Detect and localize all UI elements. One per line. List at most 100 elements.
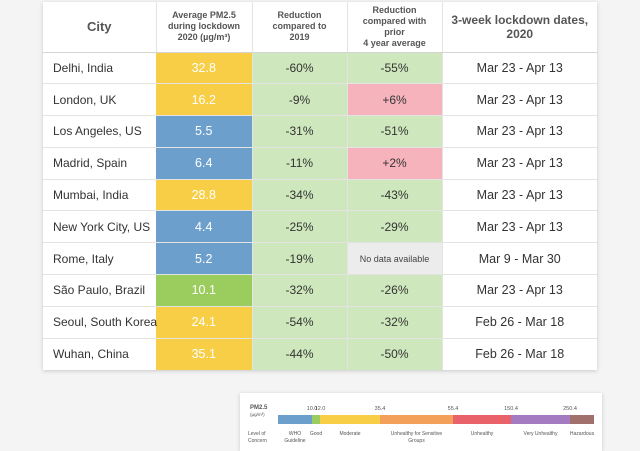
pm25-cell: 35.1 — [156, 338, 252, 370]
lockdown-dates-cell: Mar 23 - Apr 13 — [441, 83, 597, 117]
city-cell: Mumbai, India — [43, 179, 156, 212]
legend-band-label: Good — [310, 431, 322, 437]
legend-threshold-label: 150.4 — [504, 406, 518, 412]
reduction-2019-cell: -31% — [251, 115, 347, 148]
city-cell: São Paulo, Brazil — [43, 274, 156, 307]
lockdown-dates-cell: Mar 23 - Apr 13 — [441, 179, 597, 212]
lockdown-dates-cell: Mar 23 - Apr 13 — [441, 147, 597, 180]
city-cell: Delhi, India — [43, 52, 156, 85]
reduction-2019-cell: -54% — [251, 306, 347, 339]
pm25-cell: 10.1 — [156, 274, 252, 307]
lockdown-dates-cell: Mar 23 - Apr 13 — [441, 210, 597, 244]
table-row: São Paulo, Brazil 10.1 -32% -26% Mar 23 - Ap… — [43, 274, 597, 307]
legend-unit: (µg/m³) — [250, 412, 265, 417]
pm25-cell: 5.5 — [156, 115, 252, 148]
legend-band — [380, 415, 453, 424]
table-row: New York City, US 4.4 -25% -29% Mar 23 - Apr… — [43, 210, 597, 244]
table-row: Mumbai, India 28.8 -34% -43% Mar 23 - Apr 13 — [43, 179, 597, 212]
city-cell: Seoul, South Korea — [43, 306, 157, 339]
header-reduction-2019-line: 2019 — [289, 32, 310, 43]
reduction-2019-cell: -25% — [251, 210, 347, 244]
header-reduction-2019: Reduction compared to 2019 — [251, 2, 347, 53]
legend-concern-label: Level of — [248, 431, 266, 437]
pm25-cell: 28.8 — [156, 179, 252, 212]
legend-band-label: WHO — [289, 431, 301, 437]
reduction-2019-cell: -60% — [251, 52, 347, 85]
legend-band-label: Moderate — [339, 431, 360, 437]
table-row: London, UK 16.2 -9% +6% Mar 23 - Apr 13 — [43, 83, 597, 117]
lockdown-dates-cell: Feb 26 - Mar 18 — [441, 338, 597, 370]
legend-threshold-label: 250.4 — [563, 406, 577, 412]
header-reduction-4yr-line: compared with prior — [362, 15, 427, 37]
lockdown-dates-cell: Mar 23 - Apr 13 — [441, 115, 597, 148]
reduction-4yr-cell: +6% — [346, 83, 442, 117]
legend-band-label: Groups — [408, 438, 425, 444]
header-reduction-4yr-line: Reduction — [372, 4, 417, 15]
header-pm25: Average PM2.5 during lockdown 2020 (µg/m… — [155, 2, 252, 53]
city-cell: London, UK — [43, 83, 156, 117]
lockdown-dates-cell: Mar 23 - Apr 13 — [441, 52, 597, 85]
table-row: Wuhan, China 35.1 -44% -50% Feb 26 - Mar 18 — [43, 338, 597, 370]
legend-band — [312, 415, 320, 424]
table-row: Delhi, India 32.8 -60% -55% Mar 23 - Apr 13 — [43, 52, 597, 85]
legend-concern-label: Concern — [248, 438, 267, 444]
reduction-4yr-cell: +2% — [346, 147, 442, 180]
legend-band-label: Unhealthy for Sensitive — [391, 431, 443, 437]
lockdown-dates-cell: Mar 23 - Apr 13 — [441, 274, 597, 307]
table-row: Seoul, South Korea 24.1 -54% -32% Feb 26 - M… — [43, 306, 597, 339]
city-cell: New York City, US — [43, 210, 156, 244]
reduction-4yr-cell: -32% — [346, 306, 442, 339]
lockdown-dates-cell: Mar 9 - Mar 30 — [441, 242, 597, 276]
city-cell: Madrid, Spain — [43, 147, 156, 180]
legend-band-label: Hazardous — [570, 431, 595, 437]
table-body: Delhi, India 32.8 -60% -55% Mar 23 - Apr 13 L… — [43, 52, 597, 370]
pm25-cell: 16.2 — [156, 83, 252, 117]
pm25-cell: 6.4 — [156, 147, 252, 180]
reduction-2019-cell: -32% — [251, 274, 347, 307]
reduction-2019-cell: -34% — [251, 179, 347, 212]
header-pm25-line: during lockdown — [168, 21, 240, 32]
pm25-cell: 5.2 — [156, 242, 252, 276]
header-pm25-line: Average PM2.5 — [172, 10, 236, 21]
header-reduction-4yr: Reduction compared with prior 4 year ave… — [346, 2, 442, 53]
header-dates-line: 3-week lockdown dates, — [451, 12, 589, 27]
reduction-4yr-cell: -26% — [346, 274, 442, 307]
city-cell: Los Angeles, US — [43, 115, 156, 148]
legend-band — [453, 415, 511, 424]
legend-title: PM2.5 — [250, 405, 268, 411]
lockdown-dates-cell: Feb 26 - Mar 18 — [441, 306, 597, 339]
reduction-4yr-cell: -51% — [346, 115, 442, 148]
legend-threshold-label: 35.4 — [375, 406, 386, 412]
header-city: City — [43, 2, 156, 53]
header-reduction-2019-line: Reduction — [277, 10, 322, 21]
legend-band — [511, 415, 570, 424]
reduction-2019-cell: -19% — [251, 242, 347, 276]
header-reduction-4yr-line: 4 year average — [363, 37, 426, 48]
reduction-2019-cell: -11% — [251, 147, 347, 180]
reduction-4yr-cell: -50% — [346, 338, 442, 370]
reduction-2019-cell: -44% — [251, 338, 347, 370]
header-dates-line: 2020 — [506, 26, 534, 41]
header-lockdown-dates: 3-week lockdown dates, 2020 — [441, 2, 597, 53]
table-row: Rome, Italy 5.2 -19% No data available Mar 9… — [43, 242, 597, 276]
reduction-4yr-cell: -43% — [346, 179, 442, 212]
city-cell: Wuhan, China — [53, 347, 129, 362]
legend-band-label: Unhealthy — [471, 431, 494, 437]
data-table: City Average PM2.5 during lockdown 2020 … — [43, 2, 597, 370]
legend-threshold-label: 10.0 — [307, 406, 318, 412]
legend-band — [278, 415, 312, 424]
pm25-cell: 4.4 — [156, 210, 252, 244]
legend-band-label: Very Unhealthy — [524, 431, 558, 437]
pm25-legend: PM2.5 (µg/m³) Level of Concern WHO Guideline G… — [240, 393, 602, 451]
reduction-4yr-cell: No data available — [346, 242, 442, 276]
legend-band — [320, 415, 380, 424]
legend-threshold-label: 12.0 — [315, 406, 326, 412]
legend-threshold-label: 55.4 — [448, 406, 459, 412]
pm25-cell: 24.1 — [156, 306, 252, 339]
city-cell: Rome, Italy — [43, 242, 156, 276]
reduction-4yr-cell: -29% — [346, 210, 442, 244]
table-row: Los Angeles, US 5.5 -31% -51% Mar 23 - Apr 1… — [43, 115, 597, 148]
header-row: City Average PM2.5 during lockdown 2020 … — [43, 2, 597, 53]
header-pm25-line: 2020 (µg/m³) — [177, 32, 231, 43]
